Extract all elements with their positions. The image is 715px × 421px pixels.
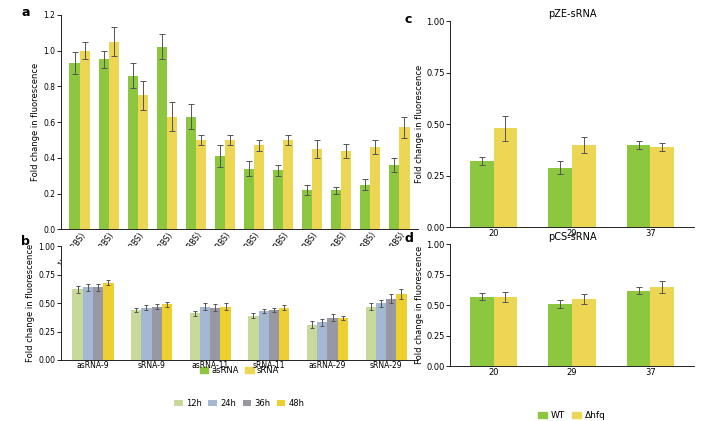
Bar bbox=[360, 185, 370, 229]
Bar bbox=[376, 303, 386, 360]
Text: c: c bbox=[404, 13, 412, 26]
Bar bbox=[248, 316, 259, 360]
Bar bbox=[317, 322, 327, 360]
Bar bbox=[331, 190, 341, 229]
Bar bbox=[167, 117, 177, 229]
Bar bbox=[157, 47, 167, 229]
Bar bbox=[152, 306, 162, 360]
Legend: WT, Δhfq: WT, Δhfq bbox=[535, 408, 609, 421]
Bar bbox=[259, 311, 269, 360]
Bar bbox=[651, 147, 674, 227]
Y-axis label: Fold change in fluorescence: Fold change in fluorescence bbox=[415, 246, 423, 364]
Bar bbox=[200, 306, 210, 360]
Title: pZE-sRNA: pZE-sRNA bbox=[548, 9, 596, 19]
Y-axis label: Fold change in fluorescence: Fold change in fluorescence bbox=[415, 65, 423, 183]
Bar bbox=[79, 51, 90, 229]
Bar bbox=[69, 63, 79, 229]
Text: a: a bbox=[21, 6, 30, 19]
Bar bbox=[138, 95, 148, 229]
Bar bbox=[279, 308, 290, 360]
Y-axis label: Fold change in fluorescence: Fold change in fluorescence bbox=[31, 63, 40, 181]
Bar bbox=[400, 128, 410, 229]
Text: b: b bbox=[21, 235, 30, 248]
Bar bbox=[189, 313, 200, 360]
Bar bbox=[327, 318, 337, 360]
Bar bbox=[341, 151, 352, 229]
Bar bbox=[572, 299, 596, 366]
Bar bbox=[470, 161, 493, 227]
Bar bbox=[627, 290, 651, 366]
Title: pCS-sRNA: pCS-sRNA bbox=[548, 232, 596, 242]
Bar bbox=[548, 304, 572, 366]
Bar bbox=[162, 304, 172, 360]
Bar bbox=[196, 140, 206, 229]
Bar bbox=[365, 306, 376, 360]
Bar bbox=[269, 310, 279, 360]
Bar bbox=[103, 282, 114, 360]
Bar bbox=[386, 298, 396, 360]
Bar bbox=[99, 59, 109, 229]
Bar bbox=[337, 318, 348, 360]
Bar bbox=[72, 290, 83, 360]
Bar bbox=[572, 145, 596, 227]
Bar bbox=[307, 325, 317, 360]
Text: d: d bbox=[404, 232, 413, 245]
Bar bbox=[142, 308, 152, 360]
Bar bbox=[493, 297, 517, 366]
Y-axis label: Fold change in fluorescence: Fold change in fluorescence bbox=[26, 244, 36, 362]
Bar bbox=[210, 308, 220, 360]
Bar bbox=[131, 310, 142, 360]
Bar bbox=[470, 297, 493, 366]
Bar bbox=[396, 294, 407, 360]
Legend: 12h, 24h, 36h, 48h: 12h, 24h, 36h, 48h bbox=[171, 396, 308, 412]
Bar bbox=[186, 117, 196, 229]
Bar bbox=[302, 190, 312, 229]
Bar bbox=[312, 149, 322, 229]
Bar bbox=[627, 145, 651, 227]
Bar bbox=[254, 145, 265, 229]
Bar bbox=[244, 168, 254, 229]
Bar bbox=[370, 147, 380, 229]
Legend: WT, Δhfq: WT, Δhfq bbox=[535, 273, 609, 289]
Bar bbox=[225, 140, 235, 229]
Bar bbox=[389, 165, 400, 229]
Legend: asRNA, sRNA: asRNA, sRNA bbox=[196, 362, 283, 378]
Bar bbox=[493, 128, 517, 227]
Bar bbox=[283, 140, 293, 229]
Bar bbox=[93, 287, 103, 360]
Bar bbox=[220, 306, 231, 360]
Bar bbox=[109, 42, 119, 229]
Bar bbox=[83, 287, 93, 360]
Bar bbox=[548, 168, 572, 227]
Bar bbox=[273, 171, 283, 229]
Bar bbox=[651, 287, 674, 366]
Bar bbox=[214, 156, 225, 229]
Bar bbox=[127, 75, 138, 229]
